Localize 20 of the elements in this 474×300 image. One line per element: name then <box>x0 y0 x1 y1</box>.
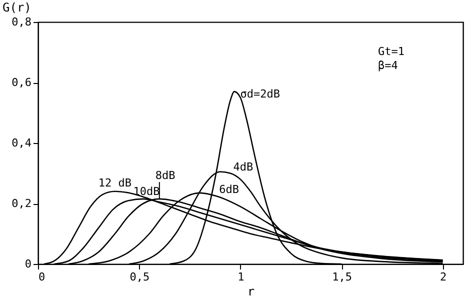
series-label: 12 dB <box>98 176 132 190</box>
x-tick-label: 1 <box>238 270 244 284</box>
x-tick-label: 0,5 <box>130 270 150 284</box>
y-tick-label: 0,8 <box>12 16 32 28</box>
y-tick-label: 0 <box>24 258 32 270</box>
series-label: σd=2dB <box>240 88 280 101</box>
series-label: 6dB <box>219 182 240 196</box>
x-tick-label: 0 <box>38 270 46 284</box>
y-tick-label: 0,6 <box>12 76 32 89</box>
y-tick-label: 0,2 <box>12 197 32 210</box>
x-tick-label: 1,5 <box>332 270 352 284</box>
x-tick-label: 2 <box>440 270 447 284</box>
series-label: 10dB <box>133 184 160 198</box>
x-axis-title: r <box>247 284 255 298</box>
annotation: β=4 <box>378 59 398 72</box>
series-label: 4dB <box>233 160 254 174</box>
y-axis-title: G(r) <box>2 0 32 14</box>
y-tick-label: 0,4 <box>12 136 32 150</box>
series-label: 8dB <box>155 169 176 182</box>
annotation: Gt=1 <box>378 45 404 58</box>
